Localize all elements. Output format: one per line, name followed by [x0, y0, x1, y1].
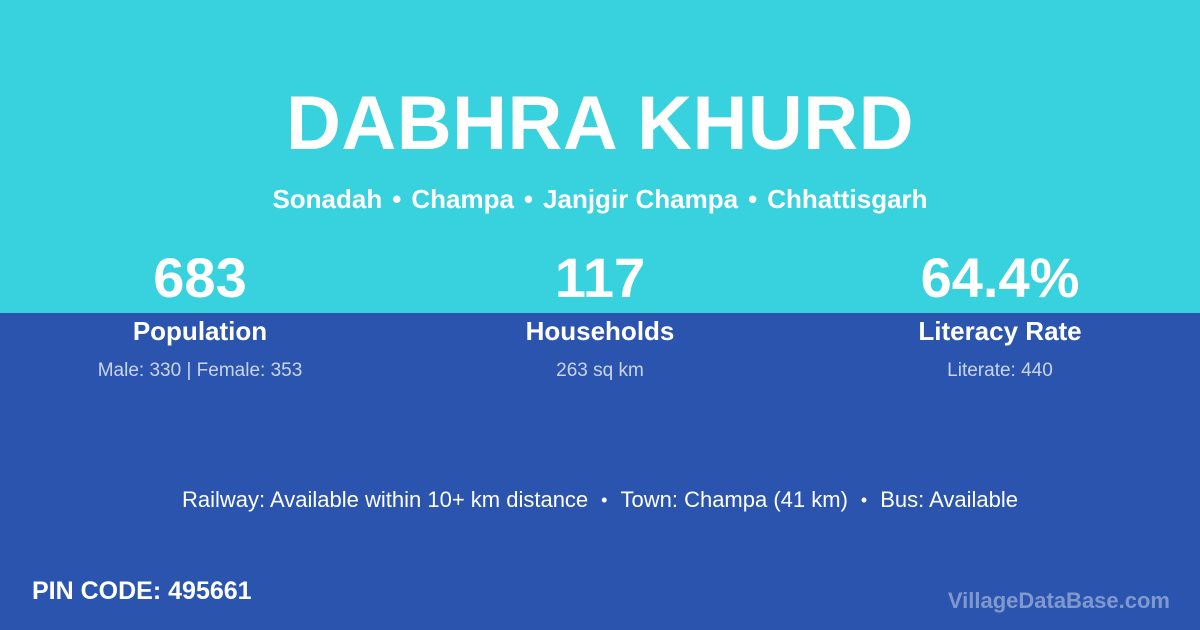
breadcrumb-item-state: Chhattisgarh — [767, 184, 928, 214]
stat-households: 117 Households 263 sq km — [400, 250, 800, 382]
watermark-branding: VillageDataBase.com — [947, 588, 1170, 613]
population-value: 683 — [153, 246, 247, 309]
pin-code-label: PIN CODE: — [32, 577, 162, 605]
transport-info-line: Railway: Available within 10+ km distanc… — [0, 487, 1200, 513]
hero-section — [0, 0, 1200, 313]
literacy-detail: Literate: 440 — [947, 360, 1053, 381]
pin-code-value: 495661 — [168, 577, 252, 605]
stat-population: 683 Population Male: 330 | Female: 353 — [0, 250, 400, 382]
transport-separator: • — [601, 490, 608, 510]
transport-separator: • — [860, 490, 868, 510]
railway-info: Railway: Available within 10+ km distanc… — [181, 487, 589, 512]
breadcrumb-item-district: Janjgir Champa — [543, 184, 739, 214]
town-info: Town: Champa (41 km) — [620, 487, 848, 512]
bus-info: Bus: Available — [880, 487, 1019, 512]
breadcrumb: Sonadah • Champa • Janjgir Champa • Chhattisga… — [0, 184, 1200, 215]
population-label: Population — [132, 316, 268, 346]
households-detail: 263 sq km — [556, 360, 644, 381]
breadcrumb-separator: • — [523, 184, 534, 214]
breadcrumb-item-village: Sonadah — [272, 184, 383, 214]
households-value: 117 — [554, 246, 646, 309]
stats-row: 683 Population Male: 330 | Female: 353 1… — [0, 250, 1200, 382]
pin-code: PIN CODE: 495661 — [32, 577, 252, 606]
stat-literacy: 64.4% Literacy Rate Literate: 440 — [800, 250, 1200, 382]
literacy-value: 64.4% — [920, 246, 1080, 309]
breadcrumb-separator: • — [392, 184, 402, 214]
literacy-label: Literacy Rate — [918, 316, 1082, 346]
page-title: DABHRA KHURD — [285, 81, 915, 166]
households-label: Households — [525, 316, 675, 346]
population-detail: Male: 330 | Female: 353 — [97, 360, 303, 381]
breadcrumb-separator: • — [748, 184, 758, 214]
breadcrumb-item-block: Champa — [411, 184, 514, 214]
